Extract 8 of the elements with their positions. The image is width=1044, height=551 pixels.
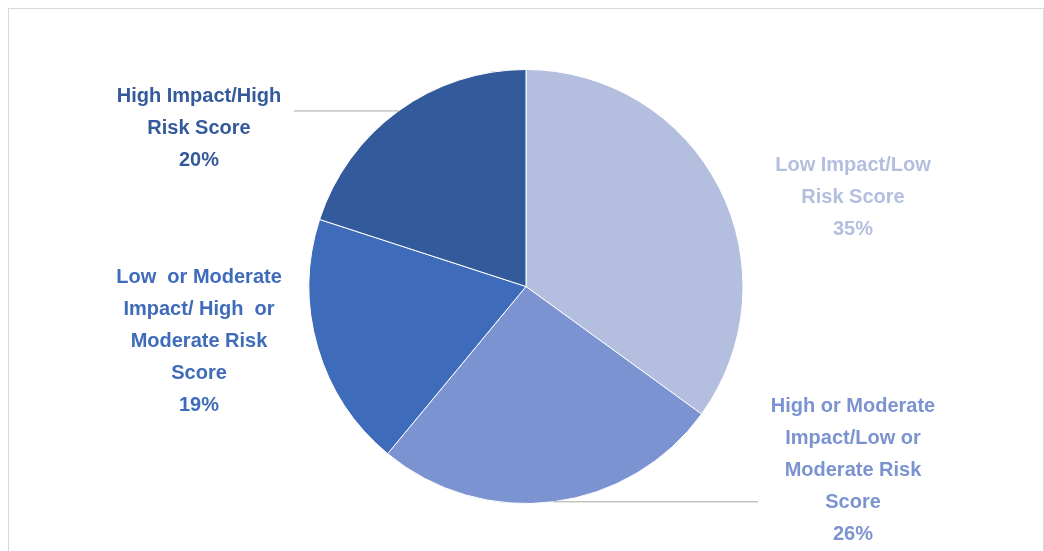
data-label: 35% [832, 217, 874, 240]
data-label: 19% [178, 392, 220, 415]
data-label: 20% [178, 148, 220, 171]
slice-label: Low Impact/Low Risk Score [775, 153, 932, 208]
slice-label: Low or Moderate Impact/ High or Moderate Risk Score [116, 264, 282, 383]
data-label: 26% [832, 521, 874, 544]
slice-label: High Impact/High Risk Score [116, 84, 282, 139]
slice-label: High or Moderate Impact/Low or Moderate Risk Score [770, 393, 936, 512]
